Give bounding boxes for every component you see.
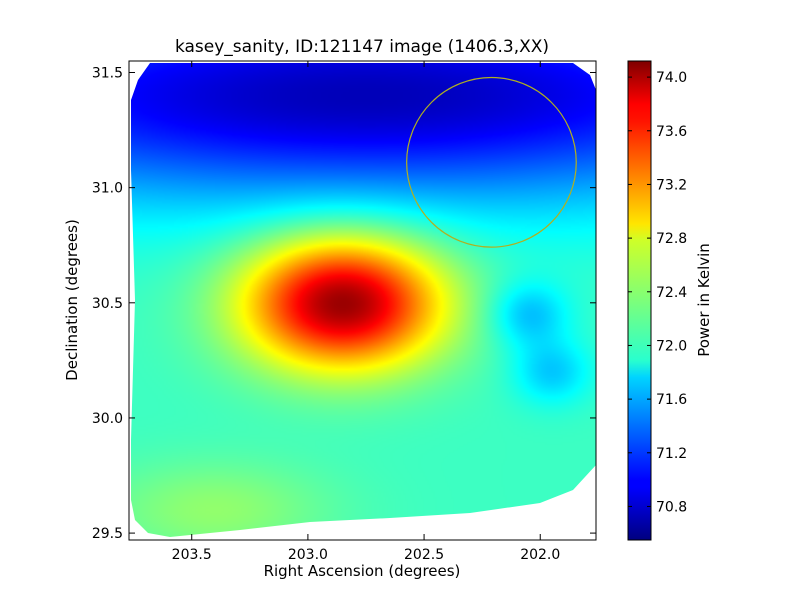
heatmap-image — [131, 63, 596, 537]
y-tick-label: 29.5 — [92, 526, 123, 542]
x-axis-ticks: 203.5 203.0 202.5 202.0 — [172, 61, 560, 563]
colorbar — [627, 60, 652, 541]
y-axis-label: Declination (degrees) — [63, 219, 81, 381]
y-tick-label: 31.0 — [92, 181, 123, 197]
colorbar-tick-label: 71.2 — [656, 446, 687, 462]
y-tick-label: 30.5 — [92, 296, 123, 312]
colorbar-ticks: 70.8 71.2 71.6 72.0 72.4 72.8 73.2 73.6 74.0 — [628, 70, 687, 515]
colorbar-tick-label: 71.6 — [656, 392, 687, 408]
colorbar-tick-label: 72.4 — [656, 285, 687, 301]
x-tick-label: 202.0 — [520, 547, 560, 563]
colorbar-tick-label: 72.0 — [656, 338, 687, 354]
plot-frame — [128, 60, 597, 541]
colorbar-tick-label: 72.8 — [656, 231, 687, 247]
annotation-circle — [406, 76, 577, 248]
colorbar-tick-label: 70.8 — [656, 499, 687, 515]
x-tick-label: 203.0 — [288, 547, 328, 563]
chart-title: kasey_sanity, ID:121147 image (1406.3,XX… — [175, 37, 549, 57]
colorbar-tick-label: 73.6 — [656, 124, 687, 140]
x-tick-label: 202.5 — [404, 547, 444, 563]
x-axis-label: Right Ascension (degrees) — [264, 562, 461, 580]
x-tick-label: 203.5 — [172, 547, 212, 563]
y-tick-label: 30.0 — [92, 411, 123, 427]
colorbar-tick-label: 74.0 — [656, 70, 687, 86]
y-tick-label: 31.5 — [92, 66, 123, 82]
colorbar-label: Power in Kelvin — [695, 243, 713, 357]
heatmap-area — [131, 63, 596, 537]
colorbar-tick-label: 73.2 — [656, 177, 687, 193]
y-axis-ticks: 29.5 30.0 30.5 31.0 31.5 — [92, 66, 596, 542]
